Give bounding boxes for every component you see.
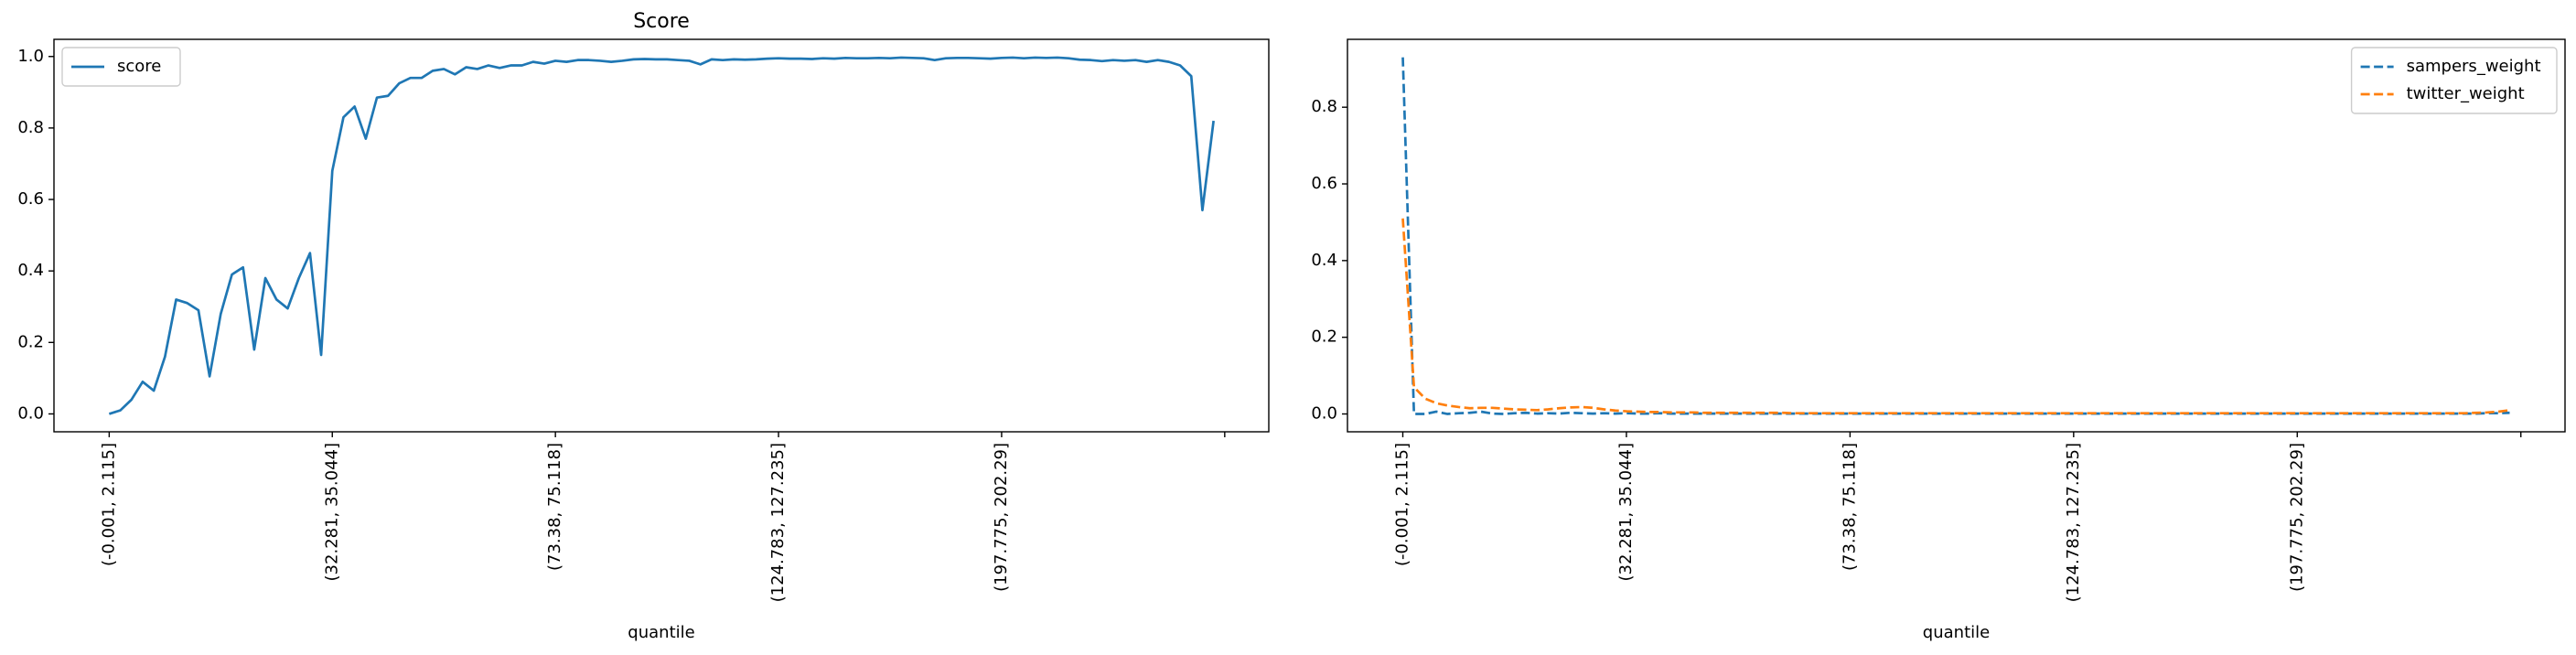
plot-frame (1347, 38, 2566, 433)
y-tick-label: 0.6 (17, 189, 44, 209)
y-tick-label: 1.0 (17, 47, 44, 66)
legend-label: twitter_weight (2407, 84, 2525, 103)
y-tick-label: 0.2 (1311, 328, 1337, 347)
line-series (1401, 218, 2510, 415)
y-tick-label: 0.4 (1311, 251, 1337, 270)
y-tick-label: 0.0 (17, 403, 44, 423)
legend-label: score (117, 57, 161, 76)
y-tick-label: 0.8 (17, 118, 44, 137)
x-tick-label: (32.281, 35.044] (322, 443, 341, 581)
line-series (108, 56, 1215, 415)
plot-frame (53, 38, 1270, 433)
y-tick-label: 0.4 (17, 261, 44, 280)
y-tick-label: 0.6 (1311, 174, 1337, 193)
legend-box (61, 47, 181, 87)
x-axis-label: quantile (1923, 623, 1990, 642)
legend-label: sampers_weight (2407, 57, 2541, 76)
x-tick-label: (124.783, 127.235] (2064, 443, 2083, 602)
x-tick-label: (197.775, 202.29] (992, 443, 1011, 592)
x-tick-label: (73.38, 75.118] (545, 443, 564, 571)
chart-title: Score (633, 10, 690, 33)
x-tick-label: (32.281, 35.044] (1616, 443, 1636, 581)
x-axis-label: quantile (628, 623, 694, 642)
legend-box (2350, 47, 2558, 114)
x-tick-label: (73.38, 75.118] (1840, 443, 1859, 571)
x-tick-label: (-0.001, 2.115] (99, 443, 118, 566)
line-series (1401, 57, 2510, 415)
y-tick-label: 0.8 (1311, 97, 1337, 116)
x-tick-label: (124.783, 127.235] (768, 443, 788, 602)
x-tick-label: (-0.001, 2.115] (1393, 443, 1412, 566)
y-tick-label: 0.2 (17, 332, 44, 351)
y-tick-label: 0.0 (1311, 404, 1337, 424)
x-tick-label: (197.775, 202.29] (2287, 443, 2306, 592)
